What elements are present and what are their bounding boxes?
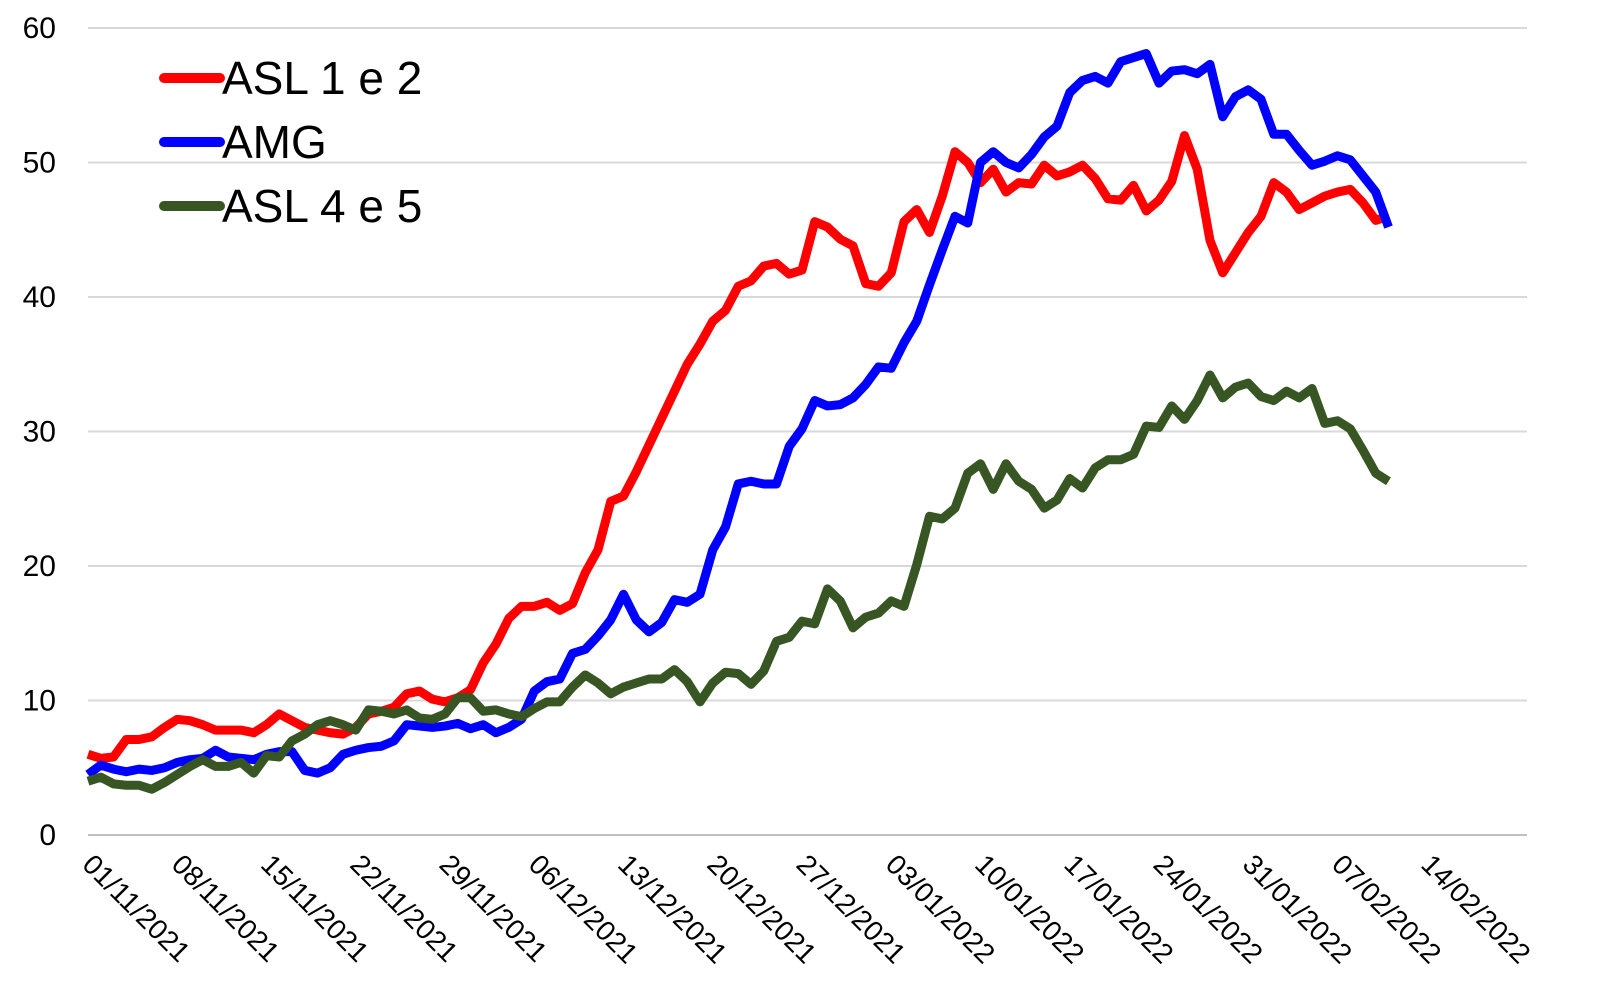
series-line: [85, 49, 1393, 779]
series-line: [86, 370, 1391, 794]
y-tick-label: 0: [39, 819, 56, 852]
series-line: [86, 131, 1390, 763]
y-tick-label: 20: [23, 550, 56, 583]
legend-label: AMG: [222, 116, 327, 168]
y-tick-label: 60: [23, 12, 56, 45]
legend-label: ASL 1 e 2: [222, 52, 422, 104]
legend-label: ASL 4 e 5: [222, 180, 422, 232]
y-tick-label: 10: [23, 685, 56, 718]
y-tick-label: 30: [23, 416, 56, 449]
y-tick-label: 50: [23, 147, 56, 180]
y-tick-label: 40: [23, 281, 56, 314]
